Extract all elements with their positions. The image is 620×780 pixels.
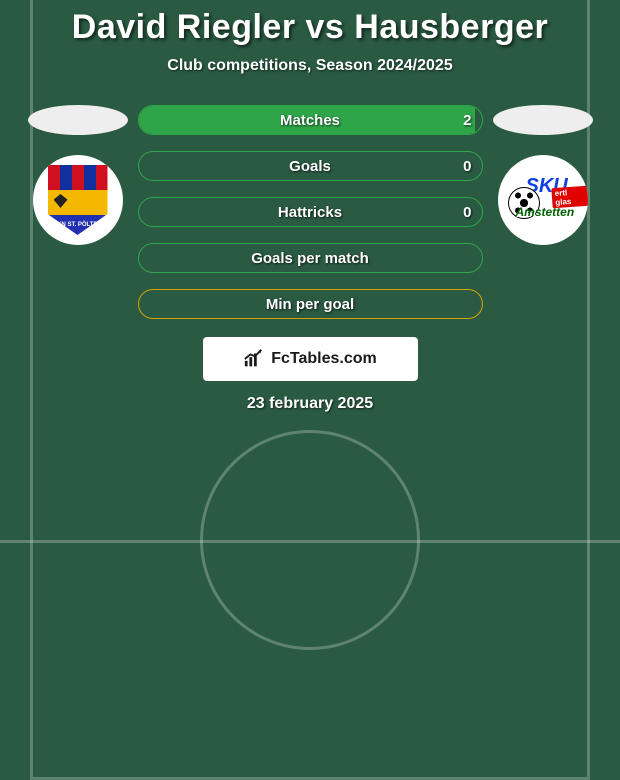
stat-label: Hattricks xyxy=(139,198,482,226)
stat-row: Goals per match xyxy=(138,243,483,273)
stat-value: 2 xyxy=(463,106,471,134)
player-right-avatar xyxy=(493,105,593,135)
stat-row: Hattricks0 xyxy=(138,197,483,227)
stat-row: Min per goal xyxy=(138,289,483,319)
stat-label: Goals xyxy=(139,152,482,180)
stat-label: Goals per match xyxy=(139,244,482,272)
stat-row: Goals0 xyxy=(138,151,483,181)
left-club-band: SKN ST. PÖLTEN xyxy=(48,215,108,235)
left-club-badge: SKN ST. PÖLTEN xyxy=(33,155,123,245)
player-left-avatar xyxy=(28,105,128,135)
right-club-badge: SKU ertl glas Amstetten xyxy=(498,155,588,245)
right-club-art: SKU ertl glas Amstetten xyxy=(498,155,588,245)
left-club-shield: SKN ST. PÖLTEN xyxy=(48,165,108,235)
right-club-line2: Amstetten xyxy=(516,205,575,219)
brand-badge[interactable]: FcTables.com xyxy=(203,337,418,381)
stats-list: Matches2Goals0Hattricks0Goals per matchM… xyxy=(138,105,483,319)
stat-label: Min per goal xyxy=(139,290,482,318)
date-text: 23 february 2025 xyxy=(0,395,620,413)
chart-icon xyxy=(243,348,265,370)
brand-text: FcTables.com xyxy=(271,350,377,368)
stat-row: Matches2 xyxy=(138,105,483,135)
subtitle: Club competitions, Season 2024/2025 xyxy=(0,57,620,75)
stat-value: 0 xyxy=(463,198,471,226)
comparison-panel: SKN ST. PÖLTEN Matches2Goals0Hattricks0G… xyxy=(0,105,620,319)
page-title: David Riegler vs Hausberger xyxy=(0,0,620,47)
right-side: SKU ertl glas Amstetten xyxy=(483,105,603,245)
stat-label: Matches xyxy=(139,106,482,134)
stat-value: 0 xyxy=(463,152,471,180)
left-side: SKN ST. PÖLTEN xyxy=(18,105,138,245)
